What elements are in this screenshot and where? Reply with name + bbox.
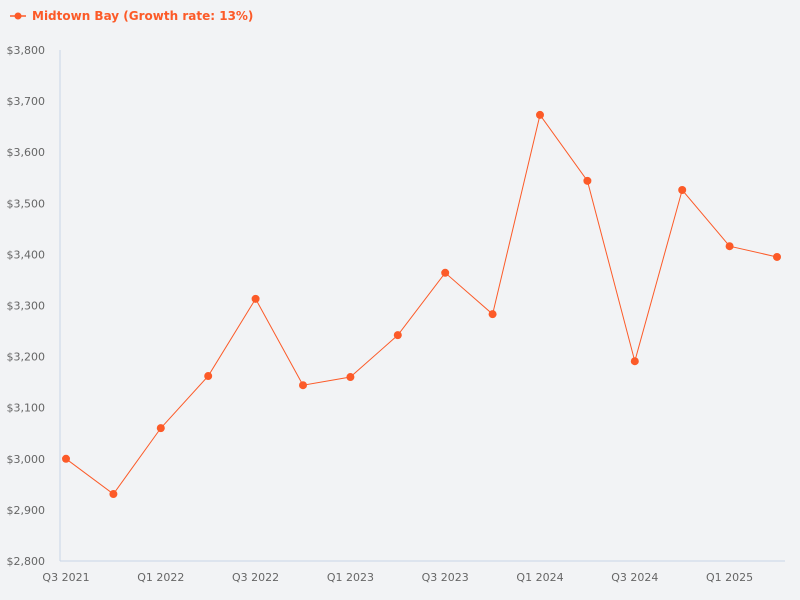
- x-tick-label: Q3 2023: [422, 571, 469, 584]
- data-point[interactable]: [630, 357, 639, 366]
- data-point[interactable]: [299, 381, 307, 390]
- y-axis: $2,800 $2,900 $3,000 $3,100 $3,200 $3,300 $3,4…: [7, 44, 61, 568]
- data-point[interactable]: [536, 110, 544, 119]
- series-midtown-bay: [62, 110, 781, 499]
- legend[interactable]: Midtown Bay (Growth rate: 13%): [10, 9, 253, 23]
- legend-label: Midtown Bay (Growth rate: 13%): [32, 9, 254, 23]
- y-tick-label: $3,300: [7, 300, 46, 313]
- data-point[interactable]: [109, 490, 118, 499]
- data-point[interactable]: [62, 454, 70, 463]
- x-tick-label: Q3 2024: [611, 571, 658, 584]
- x-tick-label: Q1 2025: [706, 571, 753, 584]
- x-tick-label: Q1 2024: [516, 571, 563, 584]
- data-point[interactable]: [441, 268, 450, 277]
- data-point[interactable]: [346, 373, 355, 382]
- x-axis: Q3 2021 Q1 2022 Q3 2022 Q1 2023 Q3 2023 Q1 20…: [42, 560, 785, 584]
- data-point[interactable]: [393, 331, 402, 340]
- y-tick-label: $3,400: [7, 248, 46, 261]
- data-point[interactable]: [583, 176, 592, 185]
- y-tick-label: $3,500: [7, 197, 46, 210]
- data-point[interactable]: [678, 186, 687, 195]
- data-point[interactable]: [204, 372, 213, 381]
- x-tick-label: Q1 2023: [327, 571, 374, 584]
- y-tick-label: $2,900: [7, 504, 46, 517]
- x-tick-label: Q3 2022: [232, 571, 279, 584]
- y-tick-label: $3,700: [7, 95, 46, 108]
- data-point[interactable]: [725, 242, 734, 251]
- x-tick-label: Q3 2021: [42, 571, 89, 584]
- data-point[interactable]: [773, 252, 781, 261]
- data-point[interactable]: [251, 294, 260, 303]
- data-point[interactable]: [156, 424, 165, 433]
- y-tick-label: $3,600: [7, 146, 46, 159]
- y-tick-label: $2,800: [7, 555, 46, 568]
- y-tick-label: $3,800: [7, 44, 46, 57]
- x-tick-label: Q1 2022: [137, 571, 184, 584]
- y-tick-label: $3,200: [7, 351, 46, 364]
- data-point[interactable]: [488, 310, 497, 319]
- y-tick-label: $3,000: [7, 453, 46, 466]
- line-dot-icon: [10, 12, 26, 20]
- y-tick-label: $3,100: [7, 402, 46, 415]
